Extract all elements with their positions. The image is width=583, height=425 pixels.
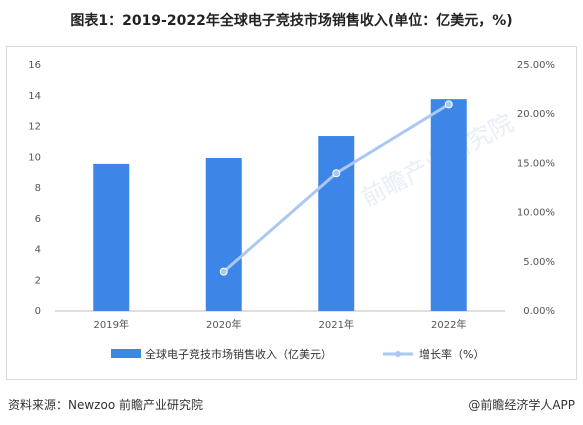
y-left-tick-label: 12: [28, 122, 41, 133]
y-right-tick-label: 20.00%: [517, 109, 555, 120]
y-left-tick-label: 6: [35, 214, 41, 225]
y-right-tick-label: 5.00%: [523, 257, 555, 268]
y-left-tick-label: 2: [35, 275, 41, 286]
chart-title: 图表1：2019-2022年全球电子竞技市场销售收入(单位：亿美元，%): [70, 13, 513, 29]
y-right-tick-label: 15.00%: [517, 158, 555, 169]
x-tick-label: 2020年: [206, 318, 241, 331]
growth-rate-point: [219, 267, 228, 276]
bar-4: [430, 99, 467, 311]
growth-rate-point: [444, 100, 453, 109]
chart-area: 前瞻产业研究院02468101214160.00%5.00%10.00%15.0…: [6, 46, 577, 380]
bar-1: [93, 163, 130, 311]
y-left-tick-label: 0: [35, 306, 41, 317]
legend-line-marker: [395, 351, 401, 357]
legend-bar-swatch: [111, 349, 141, 358]
brand-label: @前瞻经济学人APP: [468, 398, 575, 412]
y-right-tick-label: 0.00%: [523, 306, 555, 317]
bar-3: [318, 136, 355, 311]
y-left-tick-label: 16: [28, 60, 41, 71]
y-left-tick-label: 10: [28, 152, 41, 163]
y-left-tick-label: 4: [35, 245, 41, 256]
legend-line-label: 增长率（%）: [419, 347, 484, 361]
y-right-tick-label: 10.00%: [517, 208, 555, 219]
chart-svg: 前瞻产业研究院02468101214160.00%5.00%10.00%15.0…: [28, 60, 555, 361]
x-tick-label: 2022年: [431, 318, 466, 331]
legend-bar-label: 全球电子竞技市场销售收入（亿美元）: [145, 347, 332, 361]
x-tick-label: 2019年: [94, 318, 129, 331]
y-left-tick-label: 8: [35, 183, 41, 194]
y-left-tick-label: 14: [28, 91, 41, 102]
x-tick-label: 2021年: [319, 318, 354, 331]
growth-rate-point: [332, 169, 341, 178]
source-note: 资料来源：Newzoo 前瞻产业研究院: [8, 398, 203, 412]
y-right-tick-label: 25.00%: [517, 60, 555, 71]
bar-2: [205, 158, 242, 311]
